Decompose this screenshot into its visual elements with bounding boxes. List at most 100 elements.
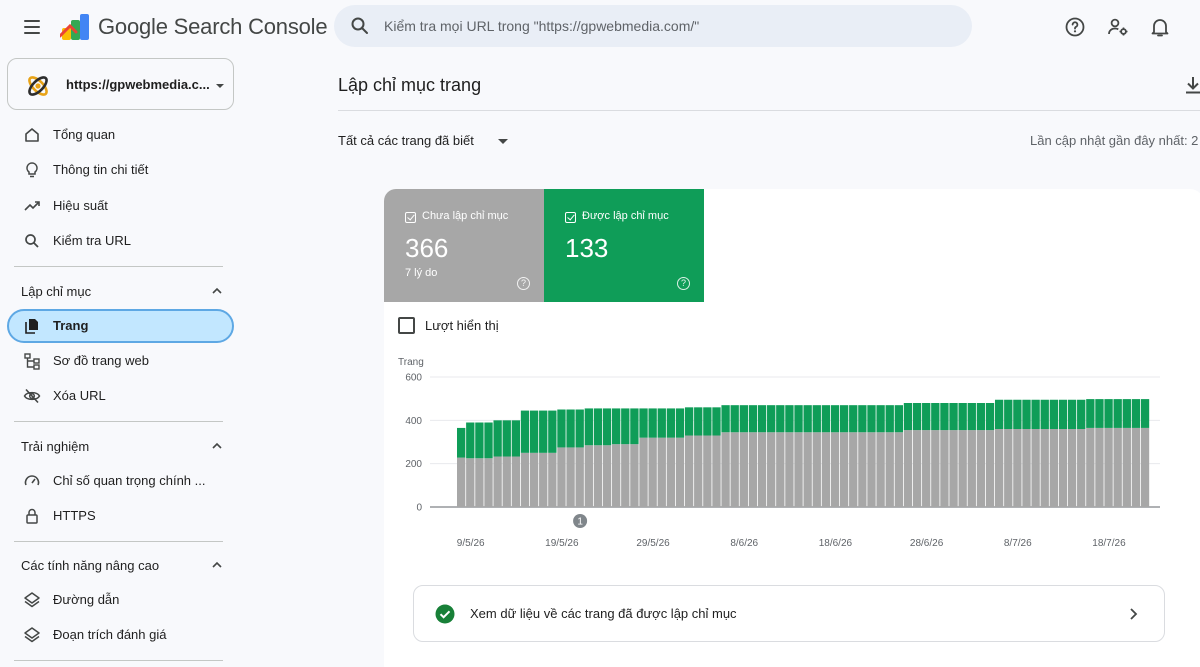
layers-icon <box>24 627 40 643</box>
bar-indexed <box>785 405 794 433</box>
caret-down-icon <box>216 84 224 88</box>
x-tick-label: 9/5/26 <box>457 538 485 549</box>
help-icon[interactable]: ? <box>517 277 530 290</box>
section-label: Lập chỉ mục <box>21 284 92 299</box>
bar-indexed <box>858 405 867 433</box>
sidebar-item-insights[interactable]: Thông tin chi tiết <box>7 153 234 187</box>
main-menu-icon[interactable] <box>20 15 44 39</box>
bar-not-indexed <box>475 458 484 507</box>
manage-users-icon[interactable] <box>1106 15 1130 39</box>
bar-not-indexed <box>694 435 703 507</box>
bar-not-indexed <box>785 432 794 507</box>
tile-value: 133 <box>565 233 609 263</box>
section-enhancements-header[interactable]: Các tính năng nâng cao <box>7 550 234 580</box>
x-tick-label: 18/6/26 <box>819 538 853 549</box>
bar-indexed <box>502 420 511 457</box>
bar-indexed <box>912 403 922 431</box>
tile-value: 366 <box>405 233 449 263</box>
bar-indexed <box>1013 399 1022 429</box>
bar-not-indexed <box>502 456 511 507</box>
bar-not-indexed <box>1077 429 1086 507</box>
bar-indexed <box>593 408 603 446</box>
bar-indexed <box>922 403 931 431</box>
sidebar-item-url-inspection[interactable]: Kiểm tra URL <box>7 224 234 258</box>
bar-indexed <box>876 405 885 433</box>
header-divider <box>338 110 1200 111</box>
caret-down-icon <box>498 139 508 144</box>
bar-not-indexed <box>1067 429 1077 507</box>
sidebar-item-core-web-vitals[interactable]: Chỉ số quan trọng chính ... <box>7 464 234 498</box>
sidebar-item-https[interactable]: HTTPS <box>7 499 234 533</box>
bar-not-indexed <box>985 430 995 507</box>
tile-not-indexed[interactable]: Chưa lập chỉ mục 366 7 lý do ? <box>384 189 544 302</box>
sidebar-item-label: Đoạn trích đánh giá <box>53 627 167 642</box>
sidebar-item-performance[interactable]: Hiệu suất <box>7 189 234 223</box>
tile-indexed[interactable]: Được lập chỉ mục 133 ? <box>544 189 704 302</box>
bar-indexed <box>694 407 703 436</box>
bar-not-indexed <box>1131 427 1141 507</box>
sidebar-item-breadcrumbs[interactable]: Đường dẫn <box>7 583 234 617</box>
bar-not-indexed <box>922 430 931 507</box>
view-indexed-pages-link[interactable]: Xem dữ liệu về các trang đã được lập chỉ… <box>413 585 1165 642</box>
bar-indexed <box>1113 399 1122 428</box>
property-selector[interactable]: https://gpwebmedia.c... <box>7 58 234 110</box>
x-tick-label: 8/7/26 <box>1004 538 1032 549</box>
chevron-right-icon <box>1130 608 1138 620</box>
link-label: Xem dữ liệu về các trang đã được lập chỉ… <box>470 606 737 621</box>
sidebar-item-pages[interactable]: Trang <box>7 309 234 343</box>
annotation-label: 1 <box>577 517 583 528</box>
section-indexing-header[interactable]: Lập chỉ mục <box>7 276 234 306</box>
bar-not-indexed <box>721 432 730 507</box>
bar-not-indexed <box>493 456 502 507</box>
bar-not-indexed <box>621 444 630 507</box>
notifications-icon[interactable] <box>1148 15 1172 39</box>
sidebar-item-label: HTTPS <box>53 508 96 523</box>
bar-indexed <box>739 405 748 433</box>
bar-indexed <box>1104 399 1113 428</box>
bar-indexed <box>1004 399 1013 429</box>
section-experience-header[interactable]: Trải nghiệm <box>7 431 234 461</box>
bar-not-indexed <box>684 435 694 507</box>
bar-indexed <box>839 405 849 433</box>
bar-not-indexed <box>529 452 539 507</box>
sidebar-item-removals[interactable]: Xóa URL <box>7 379 234 413</box>
help-icon[interactable] <box>1063 15 1087 39</box>
search-input[interactable] <box>384 5 954 47</box>
checkbox-icon <box>398 317 415 334</box>
bar-indexed <box>557 409 566 448</box>
bar-indexed <box>821 405 831 433</box>
download-icon[interactable] <box>1182 74 1200 96</box>
chevron-up-icon <box>212 442 222 449</box>
sidebar-item-label: Thông tin chi tiết <box>53 162 149 177</box>
tile-subtext: 7 lý do <box>405 267 438 279</box>
bar-not-indexed <box>867 432 876 507</box>
bar-not-indexed <box>767 432 776 507</box>
page-filter-dropdown[interactable]: Tất cả các trang đã biết <box>338 132 508 154</box>
bar-not-indexed <box>748 432 758 507</box>
chevron-up-icon <box>212 561 222 568</box>
bar-indexed <box>849 405 858 433</box>
top-bar: Google Search Console <box>0 0 1200 54</box>
bar-not-indexed <box>958 430 967 507</box>
sidebar-item-label: Hiệu suất <box>53 198 108 213</box>
x-tick-label: 18/7/26 <box>1092 538 1126 549</box>
sidebar-item-overview[interactable]: Tổng quan <box>7 118 234 152</box>
y-tick-label: 0 <box>416 503 422 514</box>
bar-not-indexed <box>703 435 712 507</box>
bar-not-indexed <box>1013 429 1022 507</box>
bar-indexed <box>748 405 758 433</box>
sidebar-item-label: Trang <box>53 318 89 333</box>
bar-indexed <box>940 403 949 431</box>
bar-not-indexed <box>1104 427 1113 507</box>
bar-not-indexed <box>593 445 603 507</box>
help-icon[interactable]: ? <box>677 277 690 290</box>
bar-not-indexed <box>612 444 621 507</box>
url-inspection-search[interactable] <box>334 5 972 47</box>
bar-indexed <box>730 405 739 433</box>
annotation-marker <box>573 514 588 528</box>
bar-indexed <box>1095 399 1104 428</box>
bar-indexed <box>675 408 685 438</box>
bar-indexed <box>529 410 539 453</box>
sidebar-item-review-snippets[interactable]: Đoạn trích đánh giá <box>7 618 234 652</box>
sidebar-item-sitemaps[interactable]: Sơ đồ trang web <box>7 344 234 378</box>
